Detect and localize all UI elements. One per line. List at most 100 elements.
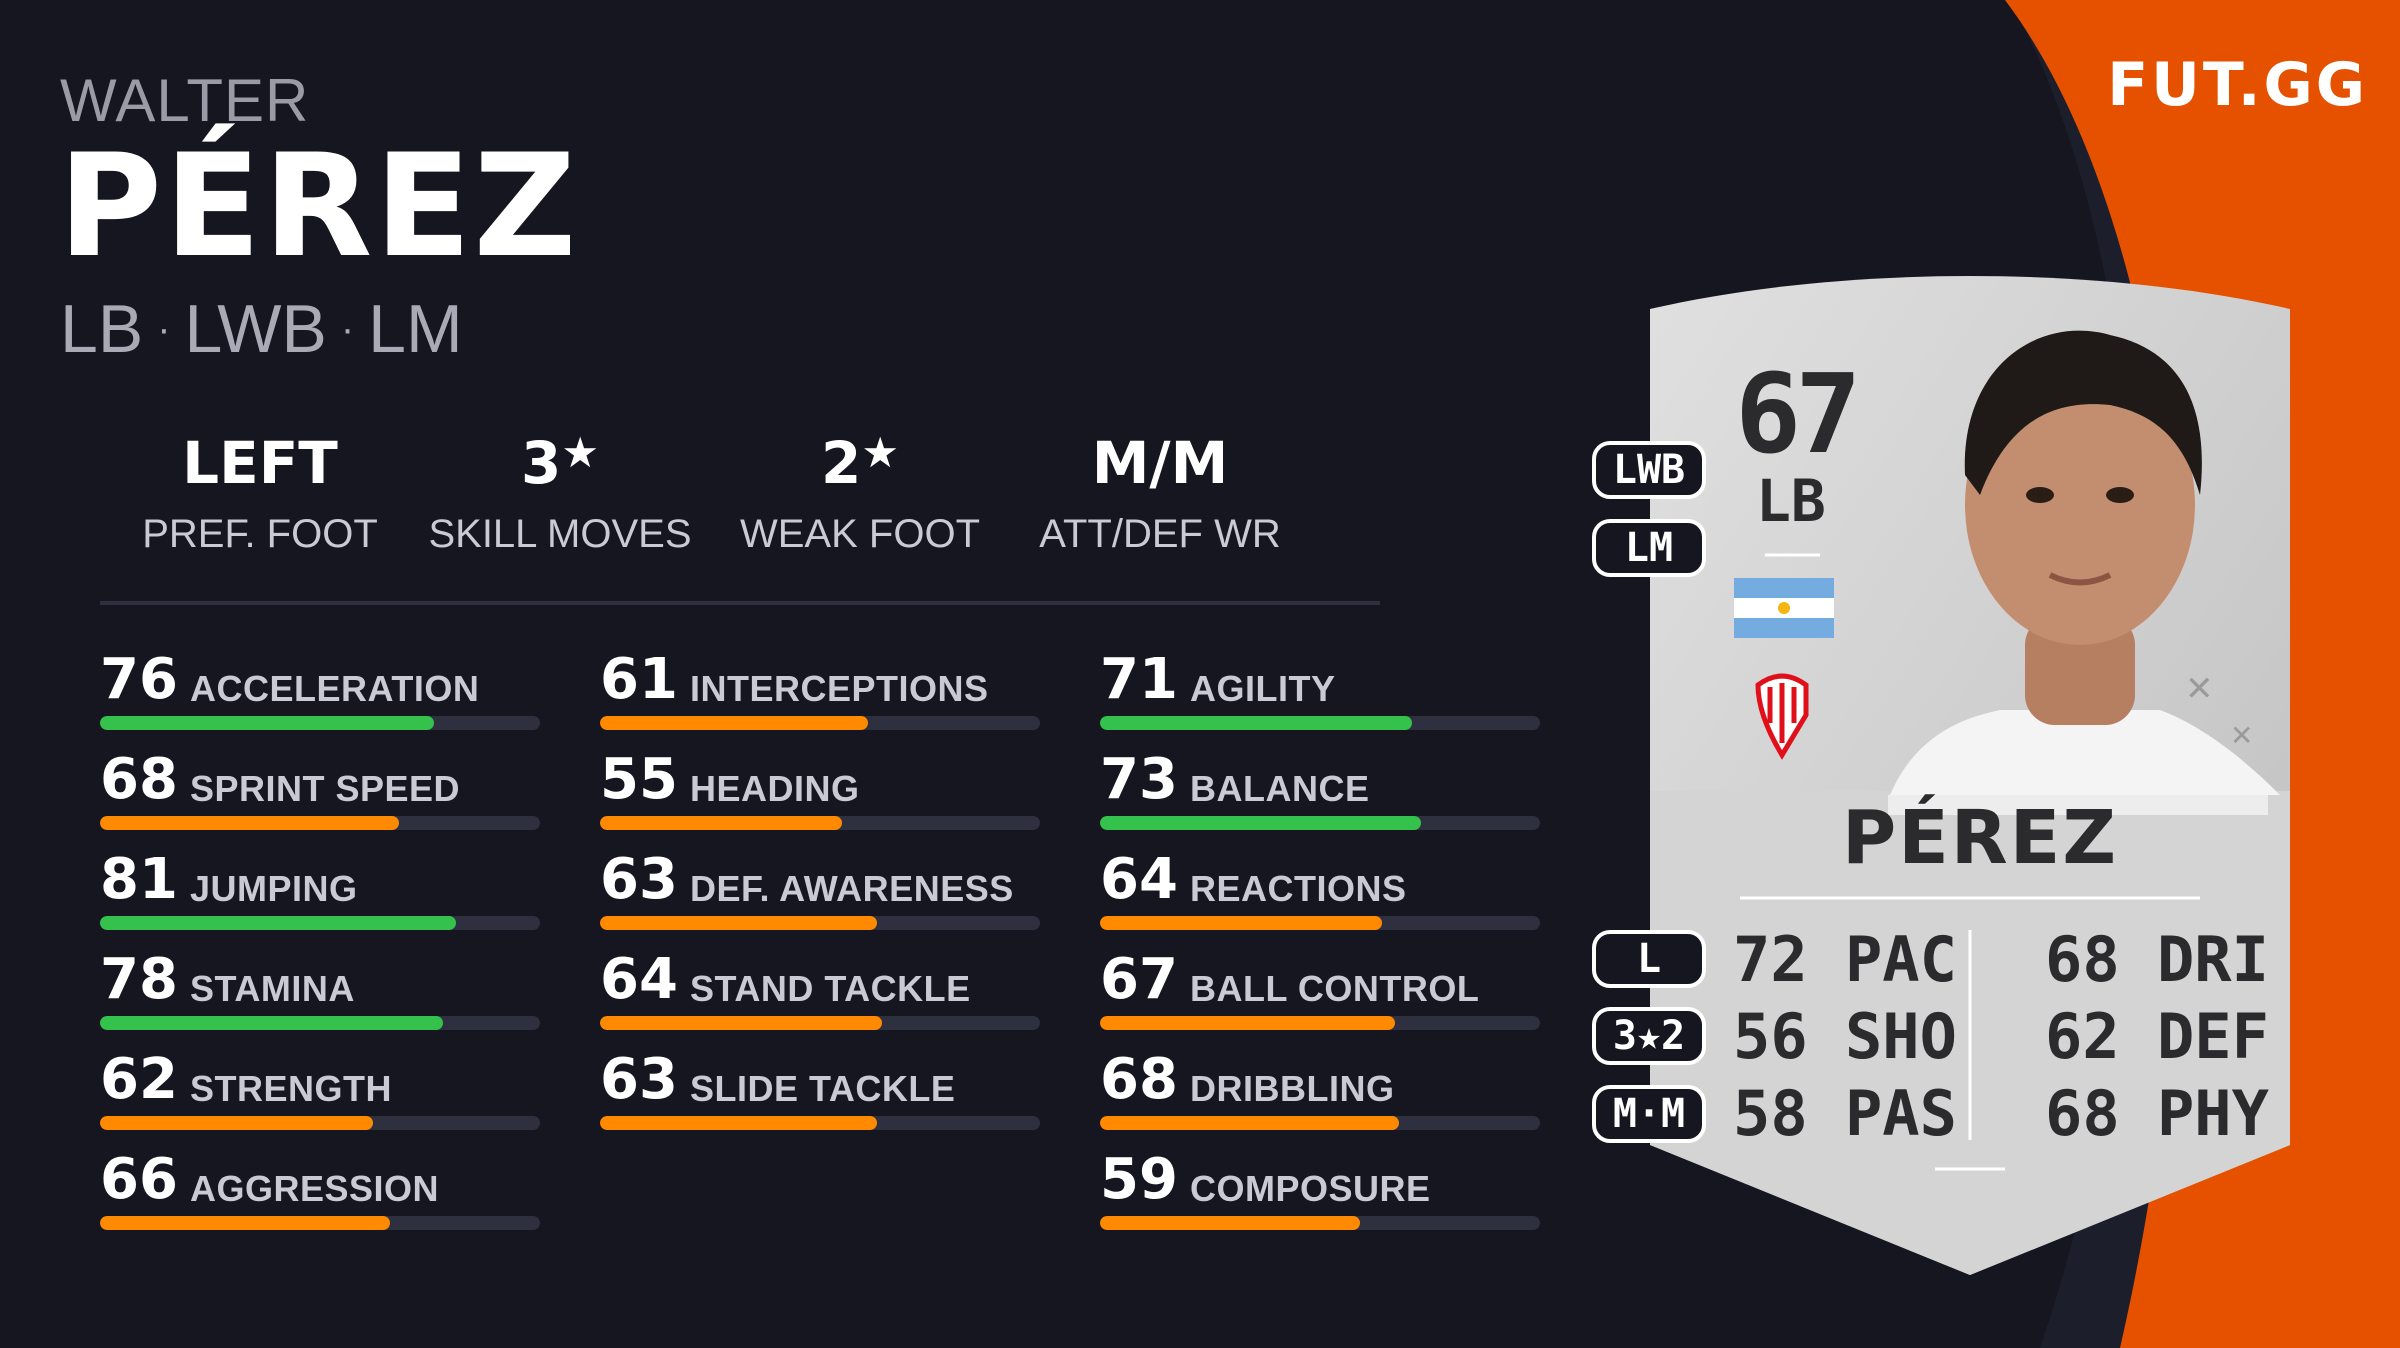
stat-bar-track: [1100, 1216, 1540, 1230]
stat-value: 71: [1100, 647, 1178, 712]
stat-name-agility: AGILITY: [1190, 668, 1336, 709]
stat-name-balance: BALANCE: [1190, 768, 1370, 809]
card-position: LB: [1756, 467, 1826, 535]
stat-bar-track: [600, 1116, 1040, 1130]
stat-value: 66: [100, 1147, 178, 1212]
stat-bar-fill: [600, 816, 842, 830]
stat-bar-track: [100, 1216, 540, 1230]
stat-row: 55 HEADING: [600, 748, 1040, 848]
card-stat-dri: 68 DRI: [2045, 923, 2269, 996]
stat-bar-fill: [1100, 1016, 1395, 1030]
stat-bar-fill: [600, 1016, 882, 1030]
stat-bar-track: [100, 916, 540, 930]
stat-bar-track: [1100, 1116, 1540, 1130]
stat-bar-fill: [1100, 716, 1413, 730]
svg-text:✕: ✕: [2185, 669, 2214, 709]
info-value: LEFT: [182, 429, 338, 497]
stat-bar-fill: [100, 916, 457, 930]
info-value: 2: [820, 429, 862, 497]
stat-value: 59: [1100, 1147, 1178, 1212]
stat-bar-fill: [1100, 916, 1382, 930]
card-stat-pac: 72 PAC: [1733, 923, 1957, 996]
nation-flag-argentina: [1734, 578, 1834, 638]
info-value: 3: [520, 429, 562, 497]
stat-bar-fill: [1100, 1116, 1400, 1130]
info-weak-foot: 2★ WEAK FOOT: [710, 418, 1010, 557]
stat-row: 67 BALL CONTROL: [1100, 948, 1540, 1048]
section-divider: [100, 601, 1380, 605]
player-info-row: LEFT PREF. FOOT 3★ SKILL MOVES 2★ WEAK F…: [110, 418, 1310, 557]
stat-row: 68 DRIBBLING: [1100, 1048, 1540, 1148]
stat-value: 73: [1100, 747, 1178, 812]
card-rating: 67: [1735, 350, 1861, 478]
stats-column-pace-physical: 76 ACCELERATION 68 SPRINT SPEED 81 JUMPING 78 S…: [100, 648, 540, 1248]
stat-value: 76: [100, 647, 178, 712]
stat-value: 63: [600, 847, 678, 912]
stat-name-def-awareness: DEF. AWARENESS: [690, 868, 1014, 909]
stat-bar-fill: [600, 716, 869, 730]
info-label: ATT/DEF WR: [1039, 512, 1281, 556]
info-label: WEAK FOOT: [740, 512, 980, 556]
stat-name-reactions: REACTIONS: [1190, 868, 1407, 909]
card-stat-def: 62 DEF: [2045, 1000, 2269, 1073]
svg-text:✕: ✕: [2230, 719, 2253, 752]
stat-name-dribbling: DRIBBLING: [1190, 1068, 1395, 1109]
stat-name-jumping: JUMPING: [190, 868, 358, 909]
stat-bar-fill: [100, 1016, 444, 1030]
player-positions: LB · LWB · LM: [60, 290, 463, 368]
stat-row: 81 JUMPING: [100, 848, 540, 948]
star-icon: ★: [861, 428, 899, 477]
stat-bar-fill: [1100, 816, 1422, 830]
stat-row: 78 STAMINA: [100, 948, 540, 1048]
stat-name-strength: STRENGTH: [190, 1068, 392, 1109]
stat-row: 63 DEF. AWARENESS: [600, 848, 1040, 948]
stat-row: 76 ACCELERATION: [100, 648, 540, 748]
stat-row: 59 COMPOSURE: [1100, 1148, 1540, 1248]
stat-row: 62 STRENGTH: [100, 1048, 540, 1148]
stat-value: 64: [1100, 847, 1178, 912]
info-label: PREF. FOOT: [142, 512, 378, 556]
stat-bar-track: [600, 916, 1040, 930]
player-last-name: PÉREZ: [58, 124, 579, 289]
stat-bar-track: [100, 1116, 540, 1130]
stat-value: 63: [600, 1047, 678, 1112]
info-label: SKILL MOVES: [428, 512, 692, 556]
stat-name-sprint-speed: SPRINT SPEED: [190, 768, 461, 809]
stat-bar-track: [1100, 916, 1540, 930]
player-card: ✕ ✕ 67 LB PÉREZ 72 PAC 56 SHO 58 PAS 68 …: [1640, 255, 2300, 1275]
position-primary: LB: [60, 291, 144, 367]
work-rate-badge: M·M: [1592, 1085, 1706, 1143]
stat-value: 81: [100, 847, 178, 912]
stat-name-stamina: STAMINA: [190, 968, 355, 1009]
info-work-rates: M/M ATT/DEF WR: [1010, 418, 1310, 557]
info-skill-moves: 3★ SKILL MOVES: [410, 418, 710, 557]
stat-name-stand-tackle: STAND TACKLE: [690, 968, 971, 1009]
stat-row: 68 SPRINT SPEED: [100, 748, 540, 848]
alt-position-badge-lm: LM: [1592, 519, 1706, 577]
stat-bar-fill: [100, 716, 435, 730]
alt-position-badge-lwb: LWB: [1592, 441, 1706, 499]
fut-gg-logo[interactable]: FUT.GG: [2107, 50, 2368, 120]
stat-bar-fill: [100, 816, 400, 830]
stat-value: 68: [100, 747, 178, 812]
stat-bar-track: [100, 816, 540, 830]
card-player-name: PÉREZ: [1842, 795, 2118, 881]
stat-row: 71 AGILITY: [1100, 648, 1540, 748]
stat-bar-fill: [600, 1116, 878, 1130]
info-preferred-foot: LEFT PREF. FOOT: [110, 418, 410, 557]
position-separator: ·: [157, 306, 171, 351]
stat-value: 68: [1100, 1047, 1178, 1112]
stat-bar-track: [100, 716, 540, 730]
stat-bar-track: [600, 1016, 1040, 1030]
stat-bar-fill: [1100, 1216, 1360, 1230]
stat-name-aggression: AGGRESSION: [190, 1168, 440, 1209]
stat-name-ball-control: BALL CONTROL: [1190, 968, 1480, 1009]
stat-bar-fill: [600, 916, 878, 930]
stat-bar-track: [600, 716, 1040, 730]
stat-name-interceptions: INTERCEPTIONS: [690, 668, 989, 709]
stat-row: 64 STAND TACKLE: [600, 948, 1040, 1048]
stat-bar-track: [1100, 716, 1540, 730]
stat-bar-track: [1100, 816, 1540, 830]
stat-row: 64 REACTIONS: [1100, 848, 1540, 948]
stat-value: 67: [1100, 947, 1178, 1012]
